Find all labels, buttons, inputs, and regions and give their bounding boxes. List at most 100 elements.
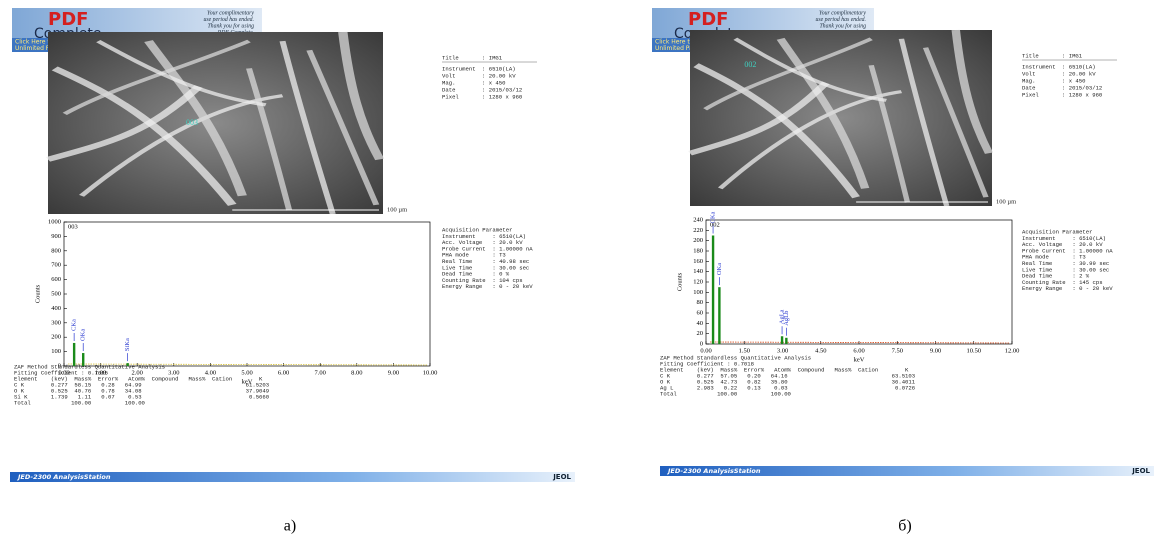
caption: а) [284, 518, 296, 535]
y-tick-label: 200 [693, 237, 703, 244]
info-key: Pixel [1022, 91, 1039, 98]
peak [785, 338, 787, 344]
banner-notice: use period has ended. [203, 17, 254, 23]
footer-left: JED-2300 AnalysisStation [666, 467, 761, 475]
banner-notice: Thank you for using [207, 22, 254, 29]
x-tick-label: 3.00 [168, 369, 179, 376]
y-axis-label: Counts [34, 284, 41, 303]
peak [82, 353, 84, 366]
chart-title: 003 [68, 223, 78, 230]
zaf-line: Total 100.00 100.00 [14, 399, 146, 406]
x-tick-label: 12.00 [1005, 347, 1020, 354]
info-value: : x 450 [1062, 77, 1086, 84]
info-key: Pixel [442, 93, 459, 100]
info-key: Instrument [442, 65, 476, 72]
caption: б) [898, 518, 911, 535]
info-value: : 2015/03/12 [482, 86, 522, 93]
banner-notice: Thank you for using [819, 22, 866, 29]
y-tick-label: 1000 [48, 218, 61, 225]
x-tick-label: 10.00 [423, 369, 438, 376]
y-tick-label: 20 [697, 330, 704, 337]
spot-label: 002 [744, 60, 756, 69]
y-tick-label: 200 [51, 334, 61, 341]
x-tick-label: 9.00 [930, 347, 941, 354]
x-tick-label: 7.00 [315, 369, 326, 376]
y-tick-label: 800 [51, 247, 61, 254]
y-tick-label: 0 [58, 362, 61, 369]
info-value: : 1280 x 960 [482, 93, 523, 100]
banner-notice: Your complimentary [207, 10, 254, 16]
x-tick-label: 1.50 [739, 347, 750, 354]
info-key: Date [1022, 84, 1035, 91]
x-tick-label: 1.00 [95, 369, 106, 376]
info-key: Volt [442, 72, 455, 79]
y-tick-label: 160 [693, 258, 703, 265]
y-tick-label: 0 [700, 340, 703, 347]
plot-frame [64, 222, 430, 366]
x-tick-label: 6.00 [853, 347, 864, 354]
info-key: Mag. [442, 79, 455, 86]
peak-label: OKa [716, 263, 723, 275]
peak [126, 363, 128, 366]
plot-frame [706, 220, 1012, 344]
footer-right: JEOL [552, 473, 571, 481]
x-axis-label: keV [242, 378, 253, 385]
zaf-line: Total 100.00 100.00 [660, 390, 792, 397]
y-tick-label: 400 [51, 305, 61, 312]
peak-label: OKa [80, 329, 87, 341]
x-tick-label: 3.00 [777, 347, 788, 354]
y-tick-label: 180 [693, 247, 703, 254]
y-axis-label: Counts [676, 272, 683, 291]
info-key: Mag. [1022, 77, 1035, 84]
y-tick-label: 240 [693, 216, 703, 223]
y-tick-label: 700 [51, 262, 61, 269]
x-tick-label: 5.00 [241, 369, 252, 376]
info-value: : x 450 [482, 79, 506, 86]
y-tick-label: 120 [693, 278, 703, 285]
scale-label: 100 µm [387, 206, 407, 213]
banner-notice: Your complimentary [819, 10, 866, 16]
y-tick-label: 40 [697, 320, 704, 327]
background-trace [710, 342, 1010, 343]
peak-label: CKa [71, 319, 78, 331]
info-key: Instrument [1022, 63, 1056, 70]
y-tick-label: 80 [697, 299, 704, 306]
banner-notice: use period has ended. [815, 17, 866, 23]
y-tick-label: 100 [51, 348, 61, 355]
peak-label: SiKa [124, 338, 131, 351]
figure: PDFCompleteYour complimentaryuse period … [0, 0, 1164, 551]
x-tick-label: 10.50 [966, 347, 981, 354]
scale-label: 100 µm [996, 198, 1016, 205]
info-key: Title [442, 54, 459, 61]
x-tick-label: 9.00 [388, 369, 399, 376]
x-tick-label: 4.50 [815, 347, 826, 354]
peak-label: AgLb [783, 311, 790, 326]
x-axis-label: keV [854, 356, 865, 363]
peak-label: CKa [710, 211, 717, 223]
y-tick-label: 500 [51, 290, 61, 297]
x-tick-label: 7.50 [892, 347, 903, 354]
info-value: : 6510(LA) [482, 65, 516, 72]
info-value: : 20.00 kV [1062, 70, 1096, 77]
footer-right: JEOL [1131, 467, 1150, 475]
y-tick-label: 600 [51, 276, 61, 283]
x-tick-label: 0.00 [58, 369, 69, 376]
info-value: : 2015/03/12 [1062, 84, 1102, 91]
info-value: : IMG1 [1062, 52, 1083, 59]
peak [781, 336, 783, 344]
y-tick-label: 140 [693, 268, 703, 275]
acq-line: Energy Range : 0 - 20 keV [442, 283, 533, 290]
y-tick-label: 220 [693, 227, 703, 234]
y-tick-label: 100 [693, 289, 703, 296]
x-tick-label: 0.00 [700, 347, 711, 354]
info-value: : 20.00 kV [482, 72, 516, 79]
footer-left: JED-2300 AnalysisStation [16, 473, 111, 481]
spot-label: 003 [186, 118, 198, 127]
peak [712, 236, 714, 345]
y-tick-label: 300 [51, 319, 61, 326]
acq-line: Energy Range : 0 - 20 keV [1022, 285, 1113, 292]
y-tick-label: 60 [697, 309, 704, 316]
peak [73, 343, 75, 366]
info-value: : 6510(LA) [1062, 63, 1096, 70]
y-tick-label: 900 [51, 233, 61, 240]
